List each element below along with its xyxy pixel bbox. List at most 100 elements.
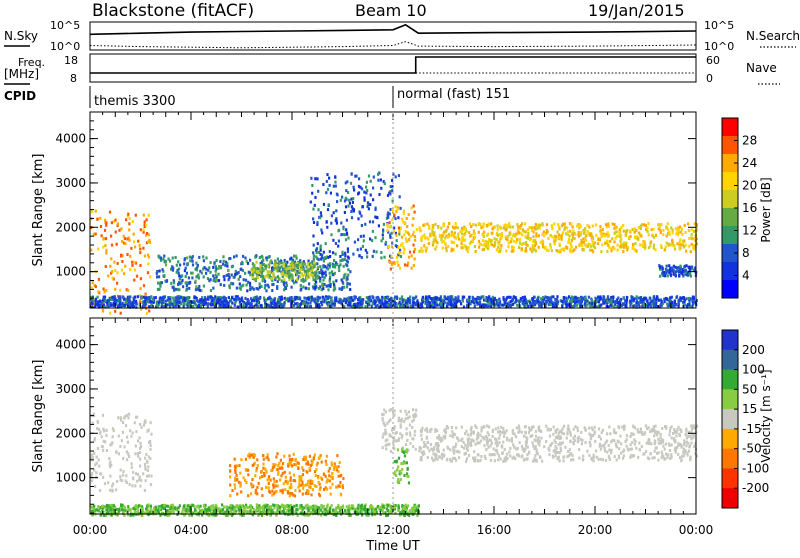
power-cell <box>338 240 340 243</box>
power-cell <box>342 227 344 230</box>
power-cell <box>236 287 238 290</box>
power-cell <box>448 222 450 225</box>
power-cell <box>139 264 141 267</box>
power-cell <box>359 254 361 257</box>
velocity-cell <box>102 414 104 417</box>
velocity-cell <box>132 431 134 434</box>
velocity-cell <box>141 426 143 429</box>
velocity-cell <box>405 443 407 446</box>
power-cell <box>691 228 693 231</box>
power-cell <box>148 214 150 217</box>
power-cell <box>132 303 134 306</box>
velocity-cell <box>94 485 96 488</box>
velocity-cell <box>236 478 238 481</box>
power-cell <box>313 221 315 224</box>
power-cell <box>684 231 686 234</box>
velocity-cell <box>262 454 264 457</box>
power-cell <box>691 237 693 240</box>
velocity-cell <box>318 493 320 496</box>
power-cell <box>173 289 175 292</box>
velocity-cell <box>99 489 101 492</box>
power-cell <box>591 302 593 305</box>
power-cell <box>563 248 565 251</box>
power-cell <box>527 305 529 308</box>
power-cell <box>126 253 128 256</box>
power-cell <box>312 217 314 220</box>
power-cell <box>374 236 376 239</box>
power-cell <box>143 214 145 217</box>
power-cell <box>377 304 379 307</box>
power-cell <box>277 270 279 273</box>
velocity-cell <box>339 461 341 464</box>
power-cell <box>421 304 423 307</box>
velocity-cell <box>540 437 542 440</box>
power-cell <box>395 175 397 178</box>
power-cell <box>440 227 442 230</box>
freq-right-tick-bottom: 0 <box>706 72 713 85</box>
power-cell <box>397 246 399 249</box>
velocity-cell <box>139 423 141 426</box>
power-cell <box>412 305 414 308</box>
power-cell <box>129 255 131 258</box>
freq-series-group <box>90 57 696 73</box>
velocity-cell <box>331 472 333 475</box>
power-cell <box>399 195 401 198</box>
power-cell <box>455 296 457 299</box>
power-cell <box>395 234 397 237</box>
power-cell <box>314 196 316 199</box>
power-cell <box>123 272 125 275</box>
power-cell <box>376 216 378 219</box>
power-cell <box>483 248 485 251</box>
power-cell <box>424 237 426 240</box>
power-cell <box>664 248 666 251</box>
velocity-cell <box>132 471 134 474</box>
velocity-cell <box>125 424 127 427</box>
velocity-cell <box>316 463 318 466</box>
power-cell <box>275 276 277 279</box>
velocity-cell <box>145 479 147 482</box>
power-cell <box>234 275 236 278</box>
station-title: Blackstone (fitACF) <box>92 1 254 21</box>
power-cell <box>172 257 174 260</box>
power-cell <box>414 235 416 238</box>
power-cell <box>361 256 363 259</box>
power-cell <box>406 217 408 220</box>
velocity-cell <box>120 416 122 419</box>
power-cell <box>368 207 370 210</box>
power-cell <box>150 296 152 299</box>
power-cell <box>369 203 371 206</box>
power-cell <box>202 268 204 271</box>
power-cell <box>574 298 576 301</box>
power-cell <box>284 259 286 262</box>
power-cell <box>320 249 322 252</box>
power-cell <box>310 267 312 270</box>
velocity-cell <box>432 459 434 462</box>
velocity-cell <box>111 485 113 488</box>
velocity-cell <box>253 453 255 456</box>
power-cell <box>559 243 561 246</box>
power-cell <box>575 304 577 307</box>
power-cell <box>156 275 158 278</box>
noise-left-bottom-tick: 10^0 <box>50 40 80 53</box>
velocity-cell <box>626 445 628 448</box>
power-cell <box>349 270 351 273</box>
power-cell <box>414 258 416 261</box>
power-cell <box>390 255 392 258</box>
power-cell <box>125 299 127 302</box>
power-cell <box>386 301 388 304</box>
power-cell <box>331 304 333 307</box>
power-cell <box>215 274 217 277</box>
power-cell <box>261 255 263 258</box>
velocity-cell <box>432 452 434 455</box>
power-cell <box>264 305 266 308</box>
power-cell <box>434 301 436 304</box>
power-cell <box>571 299 573 302</box>
power-cell <box>677 228 679 231</box>
velocity-cell <box>406 439 408 442</box>
power-cell <box>583 241 585 244</box>
power-cell <box>383 223 385 226</box>
power-cell <box>547 249 549 252</box>
power-cell <box>402 221 404 224</box>
velocity-cell <box>407 467 409 470</box>
power-cell <box>441 241 443 244</box>
